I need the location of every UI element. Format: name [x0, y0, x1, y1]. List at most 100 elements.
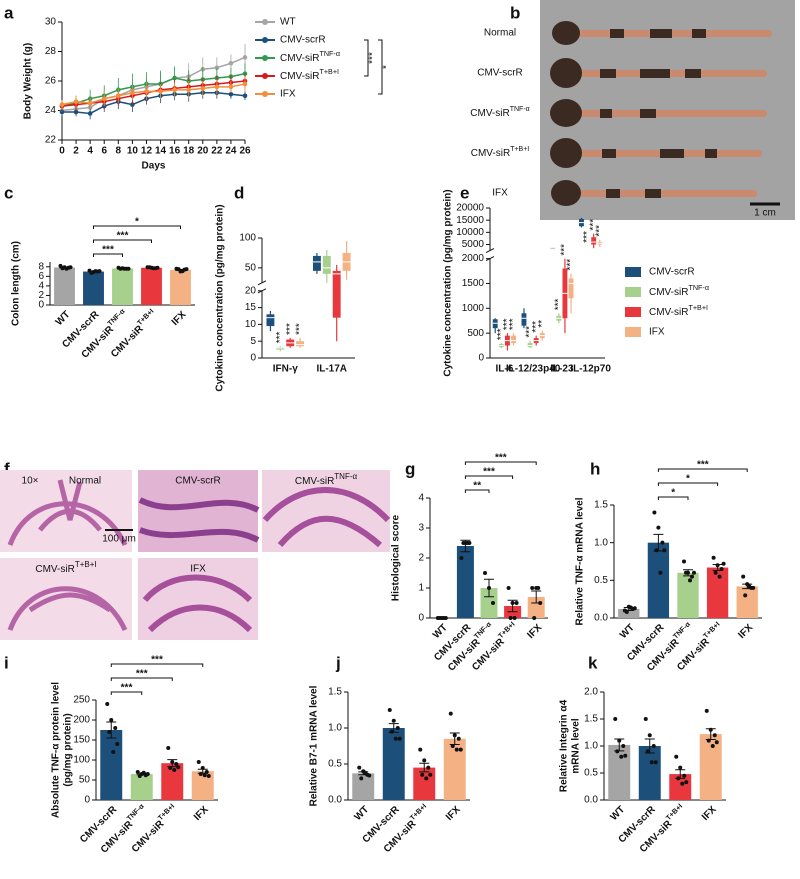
legend-label: CMV-siRTNF-α: [280, 49, 340, 64]
data-point: [172, 768, 177, 772]
histology-label: Normal: [69, 476, 101, 487]
point: [242, 81, 248, 87]
significance-label: ***: [531, 321, 542, 333]
y-axis-title: Colon length (cm): [11, 241, 22, 326]
data-point: [680, 781, 685, 786]
data-point: [688, 578, 692, 583]
point: [172, 87, 177, 93]
data-point: [678, 765, 683, 770]
significance-label: ***: [151, 655, 163, 666]
legend-label-base: CMV-siR: [649, 307, 688, 318]
x-tick-label: WT: [54, 309, 73, 328]
data-point: [624, 609, 629, 614]
label-base: CMV-siR: [470, 108, 509, 119]
data-point: [713, 570, 718, 575]
bar: [352, 773, 375, 800]
significance-label: ***: [483, 467, 495, 478]
data-point: [107, 730, 112, 734]
legend-label: CMV-scrR: [649, 267, 695, 278]
data-point: [135, 770, 140, 774]
photo-label: Normal: [484, 28, 516, 39]
panel-letter: i: [4, 653, 9, 672]
point: [242, 93, 248, 99]
point: [73, 109, 79, 115]
significance-label: ***: [117, 231, 129, 242]
box: [521, 313, 527, 326]
x-tick-label-sup: T+B+I: [135, 307, 155, 327]
data-point: [682, 559, 686, 564]
data-point: [662, 548, 667, 553]
data-point: [512, 616, 517, 620]
data-point: [458, 747, 463, 752]
data-point: [395, 726, 400, 730]
data-point: [441, 616, 446, 620]
y-axis-title: Body Weight (g): [23, 43, 34, 119]
y-tick-label: 20000: [456, 203, 484, 214]
data-point: [105, 702, 110, 706]
y-tick-label: 0: [38, 300, 44, 311]
point: [130, 90, 135, 96]
data-point: [514, 601, 519, 605]
data-point: [506, 586, 511, 590]
point: [200, 86, 206, 91]
significance-label: *: [135, 217, 139, 228]
data-point: [653, 760, 658, 765]
significance-label: *: [686, 474, 690, 485]
significance-label: ***: [285, 323, 296, 335]
series-line: [61, 72, 246, 107]
data-point: [676, 776, 681, 781]
legend-swatch: [625, 267, 641, 277]
x-tick-label-base: CMV-siR: [130, 818, 167, 855]
data-point: [359, 776, 364, 781]
data-point: [721, 561, 726, 566]
data-point: [387, 708, 392, 712]
panel-letter: f: [4, 459, 10, 478]
x-tick-label-sup: T+B+I: [408, 802, 428, 822]
bar: [456, 546, 474, 618]
y-tick-label: 0: [84, 795, 90, 806]
bar: [706, 567, 729, 618]
x-tick-label: 0: [59, 146, 65, 157]
bar: [112, 268, 133, 305]
significance-label: ***: [594, 225, 605, 237]
photo-label: CMV-scrR: [477, 68, 523, 79]
data-point: [660, 540, 665, 545]
y-tick-label: 20: [245, 285, 257, 296]
significance-label: ***: [368, 52, 379, 64]
data-point: [155, 265, 160, 270]
panel-letter: j: [335, 653, 341, 672]
x-tick-label: IFX: [192, 804, 211, 823]
x-tick-label-sup: TNF-α: [105, 306, 126, 327]
data-point: [717, 574, 722, 579]
point: [158, 89, 163, 94]
significance-label: ***: [508, 318, 519, 330]
point: [116, 93, 121, 99]
significance-label: *: [671, 488, 675, 499]
x-tick-label: 24: [225, 146, 237, 157]
legend-label-base: CMV-siR: [280, 53, 319, 64]
x-axis-title: Days: [142, 161, 166, 172]
data-point: [89, 270, 94, 275]
y-tick-label: 5: [250, 336, 256, 347]
significance-label: ***: [525, 326, 536, 338]
bar: [677, 572, 699, 618]
significance-label: *: [382, 65, 393, 69]
label-base: CMV-siR: [471, 148, 510, 159]
y-tick-label: 4: [38, 281, 44, 292]
y-axis-title: Cytokine concentration (pg/mg protein): [215, 204, 226, 391]
significance-bracket: [93, 239, 152, 243]
x-tick-label-sup: TNF-α: [472, 619, 493, 640]
data-point: [97, 269, 102, 274]
data-point: [174, 762, 179, 766]
data-point: [424, 776, 429, 781]
label-base: CMV-siR: [295, 476, 334, 487]
data-point: [654, 548, 659, 553]
significance-label: ***: [553, 298, 564, 310]
label-sup: TNF-α: [334, 472, 357, 481]
point: [87, 100, 93, 106]
data-point: [632, 606, 637, 611]
y-tick-label: 50: [245, 263, 257, 274]
significance-label: ***: [588, 219, 599, 231]
legend-swatch: [625, 287, 641, 297]
